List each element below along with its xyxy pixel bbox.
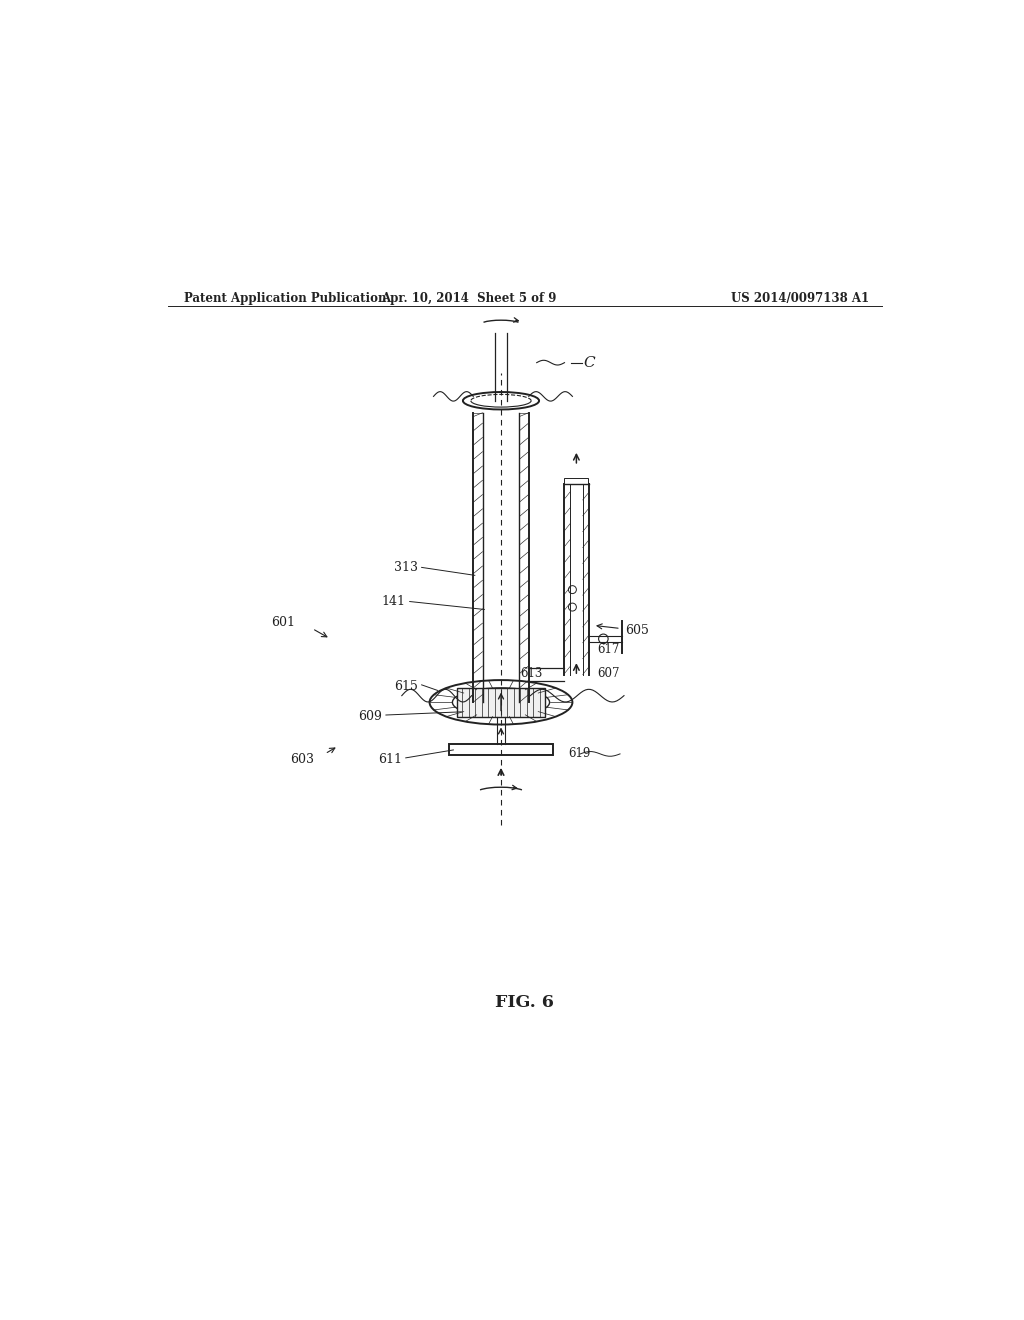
Text: 609: 609 <box>358 710 382 723</box>
Text: 615: 615 <box>394 680 418 693</box>
Bar <box>458 688 545 717</box>
Text: Patent Application Publication: Patent Application Publication <box>183 292 386 305</box>
Circle shape <box>599 634 608 644</box>
Text: 141: 141 <box>382 595 406 609</box>
Text: 313: 313 <box>393 561 418 574</box>
Text: 613: 613 <box>520 667 543 680</box>
Text: 619: 619 <box>568 747 591 760</box>
Text: 603: 603 <box>291 752 314 766</box>
Text: US 2014/0097138 A1: US 2014/0097138 A1 <box>731 292 869 305</box>
Text: 607: 607 <box>597 667 620 680</box>
Bar <box>564 478 588 484</box>
Text: 617: 617 <box>597 643 620 656</box>
Text: 611: 611 <box>378 752 401 766</box>
Text: Apr. 10, 2014  Sheet 5 of 9: Apr. 10, 2014 Sheet 5 of 9 <box>382 292 557 305</box>
Text: C: C <box>584 355 595 370</box>
Bar <box>450 744 553 755</box>
Text: FIG. 6: FIG. 6 <box>496 994 554 1011</box>
Text: 601: 601 <box>270 616 295 630</box>
Text: 605: 605 <box>625 624 648 638</box>
